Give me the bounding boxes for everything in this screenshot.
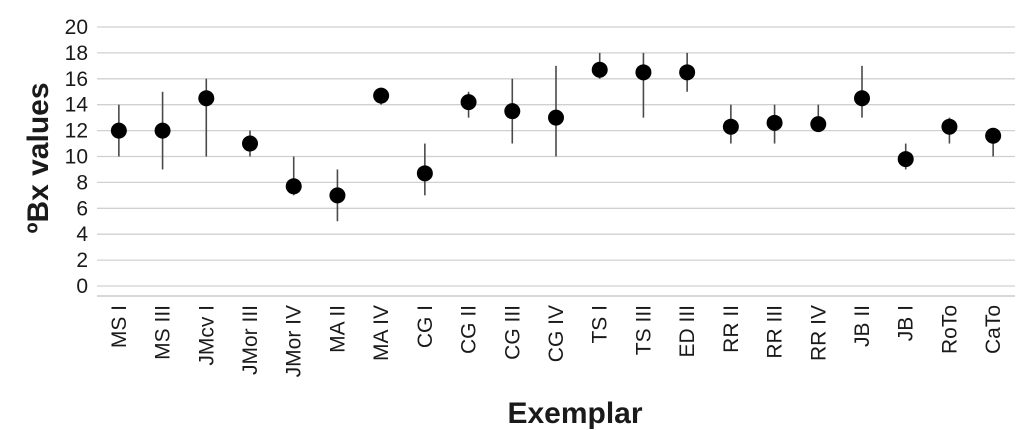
- data-point: [854, 90, 870, 107]
- data-point: [460, 94, 477, 111]
- x-tick-label: TS I: [589, 305, 612, 344]
- data-point: [242, 135, 258, 152]
- x-tick-label: CG IV: [545, 305, 568, 362]
- data-point: [329, 187, 346, 204]
- x-tick-label: MA II: [326, 305, 349, 353]
- data-point: [110, 122, 127, 139]
- x-tick-label: ED III: [676, 305, 699, 358]
- y-tick-label: 14: [65, 94, 89, 117]
- data-point: [504, 103, 521, 120]
- y-tick-label: 10: [65, 146, 88, 169]
- x-tick-label: CG III: [501, 305, 524, 360]
- data-point: [722, 118, 739, 135]
- y-tick-label: 0: [76, 275, 88, 298]
- marker-layer: [110, 61, 1002, 204]
- y-tick-label: 16: [65, 68, 88, 91]
- y-tick-label: 18: [65, 42, 88, 65]
- data-point: [548, 109, 564, 126]
- data-point: [591, 61, 608, 78]
- y-tick-label: 8: [76, 171, 88, 194]
- x-tick-label: CaTo: [982, 305, 1005, 354]
- x-tick-label: JB I: [895, 305, 918, 341]
- y-tick-label: 4: [76, 223, 88, 246]
- y-tick-label: 6: [76, 197, 88, 220]
- x-tick-label: JB II: [851, 305, 874, 347]
- data-point: [154, 122, 171, 139]
- x-tick-label: RR II: [720, 305, 743, 353]
- x-tick-label: MS I: [108, 305, 131, 348]
- data-point: [897, 151, 914, 168]
- x-tick-label: RR IV: [807, 305, 830, 361]
- x-tick-label: JMor III: [239, 305, 262, 375]
- data-point: [679, 64, 696, 81]
- data-point: [416, 165, 433, 182]
- x-tick-label: CG I: [414, 305, 437, 348]
- data-point: [985, 127, 1002, 144]
- data-point: [373, 87, 390, 104]
- y-tick-label: 12: [65, 120, 88, 143]
- y-axis-title: ºBx values: [22, 82, 55, 233]
- x-tick-label: RR III: [764, 305, 787, 359]
- y-tick-label: 2: [76, 249, 88, 272]
- x-axis-title: Exemplar: [507, 397, 642, 430]
- x-tick-label: JMor IV: [283, 305, 306, 377]
- data-point: [198, 90, 215, 107]
- data-point: [941, 118, 958, 135]
- y-tick-labels: 0 2 4 6 810 12 14 16 18 20: [65, 16, 89, 298]
- x-tick-label: TS III: [632, 305, 655, 355]
- data-point: [285, 178, 302, 195]
- x-tick-label: MS III: [152, 305, 175, 360]
- x-tick-labels: MS I MS III JMcv I JMor III JMor IV MA II MA I…: [108, 305, 1005, 377]
- x-tick-label: MA IV: [370, 305, 393, 361]
- x-tick-label: CG II: [458, 305, 481, 354]
- x-tick-label: JMcv I: [195, 305, 218, 366]
- y-tick-label: 20: [65, 16, 88, 39]
- data-point: [766, 114, 783, 131]
- data-point: [810, 116, 827, 133]
- x-tick-label: RoTo: [938, 305, 961, 354]
- data-point: [635, 64, 652, 81]
